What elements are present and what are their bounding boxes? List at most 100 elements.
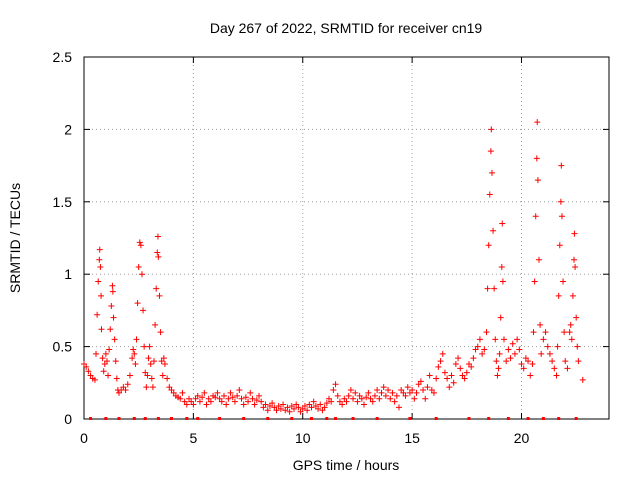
data-point bbox=[554, 343, 561, 350]
data-point bbox=[542, 329, 549, 336]
data-point bbox=[481, 346, 488, 353]
data-point bbox=[536, 256, 542, 263]
data-point bbox=[164, 375, 171, 382]
data-point bbox=[385, 387, 392, 394]
data-point bbox=[154, 233, 161, 240]
data-point bbox=[98, 292, 105, 299]
data-point bbox=[93, 350, 100, 357]
data-point bbox=[280, 401, 287, 408]
data-point bbox=[516, 346, 523, 353]
data-point bbox=[201, 389, 208, 396]
data-point bbox=[146, 343, 153, 350]
data-point bbox=[105, 372, 112, 379]
data-point bbox=[141, 343, 148, 350]
data-point bbox=[221, 392, 227, 399]
data-point bbox=[143, 384, 150, 391]
data-point bbox=[251, 401, 258, 408]
data-point bbox=[361, 401, 367, 408]
data-point bbox=[561, 329, 568, 336]
data-point bbox=[328, 398, 335, 405]
data-point bbox=[564, 365, 571, 372]
data-point bbox=[518, 360, 525, 367]
data-point bbox=[452, 360, 459, 367]
baseline-marker bbox=[290, 417, 294, 420]
data-point bbox=[137, 242, 144, 249]
data-point bbox=[501, 336, 507, 343]
data-point bbox=[196, 398, 203, 405]
data-point bbox=[540, 336, 547, 343]
data-point bbox=[544, 343, 551, 350]
data-point bbox=[135, 263, 142, 270]
data-point bbox=[264, 407, 271, 414]
data-point bbox=[138, 271, 145, 278]
data-point bbox=[505, 346, 512, 353]
plot-frame bbox=[83, 56, 610, 420]
data-point bbox=[376, 395, 383, 402]
baseline-marker bbox=[117, 417, 121, 420]
data-point bbox=[96, 246, 103, 253]
data-point bbox=[124, 381, 131, 388]
data-point bbox=[218, 398, 225, 405]
data-point bbox=[238, 395, 245, 402]
data-point bbox=[126, 372, 133, 379]
y-tick-label: 2 bbox=[64, 121, 72, 137]
baseline-marker bbox=[467, 417, 471, 420]
data-point bbox=[461, 375, 468, 382]
data-point bbox=[94, 311, 101, 318]
data-point bbox=[112, 358, 119, 365]
data-point bbox=[85, 368, 92, 375]
data-point bbox=[240, 401, 247, 408]
y-tick-label: 1 bbox=[64, 266, 72, 282]
data-point bbox=[389, 389, 396, 396]
baseline-marker bbox=[266, 417, 270, 420]
data-point bbox=[256, 392, 262, 399]
y-tick-label: 1.5 bbox=[53, 194, 73, 210]
data-point bbox=[387, 395, 394, 402]
data-point bbox=[433, 375, 440, 382]
data-point bbox=[130, 346, 137, 353]
data-point bbox=[152, 321, 159, 328]
data-point bbox=[441, 369, 448, 376]
baseline-marker bbox=[218, 417, 222, 420]
data-point bbox=[450, 379, 457, 386]
data-point bbox=[304, 407, 311, 414]
baseline-marker bbox=[132, 417, 136, 420]
data-point bbox=[98, 326, 105, 333]
data-point bbox=[140, 307, 147, 314]
baseline-marker bbox=[574, 417, 578, 420]
baseline-marker bbox=[526, 417, 530, 420]
data-point bbox=[573, 314, 580, 321]
y-tick-label: 0.5 bbox=[53, 339, 73, 355]
data-point bbox=[159, 372, 166, 379]
data-point bbox=[214, 389, 221, 396]
data-point bbox=[527, 372, 534, 379]
baseline-marker bbox=[408, 417, 412, 420]
data-point bbox=[444, 375, 451, 382]
data-point bbox=[249, 395, 256, 402]
baseline-marker bbox=[506, 417, 510, 420]
data-point bbox=[347, 387, 354, 394]
data-point bbox=[488, 169, 495, 176]
data-point bbox=[488, 126, 495, 133]
data-point bbox=[103, 358, 110, 365]
data-point bbox=[108, 303, 115, 310]
data-point bbox=[485, 242, 492, 249]
data-point bbox=[534, 119, 541, 126]
data-point bbox=[207, 398, 214, 405]
data-point bbox=[253, 397, 260, 404]
data-point bbox=[354, 398, 361, 405]
data-point bbox=[496, 350, 503, 357]
data-point bbox=[493, 358, 500, 365]
data-point bbox=[199, 394, 206, 401]
baseline-marker bbox=[196, 417, 200, 420]
data-point bbox=[507, 355, 514, 362]
data-point bbox=[562, 358, 569, 365]
data-point bbox=[102, 350, 109, 357]
data-point bbox=[323, 400, 330, 407]
data-point bbox=[525, 358, 532, 365]
data-point bbox=[308, 404, 315, 411]
data-point bbox=[498, 263, 505, 270]
data-point bbox=[157, 329, 164, 336]
data-point bbox=[572, 263, 579, 270]
data-point bbox=[247, 389, 254, 396]
